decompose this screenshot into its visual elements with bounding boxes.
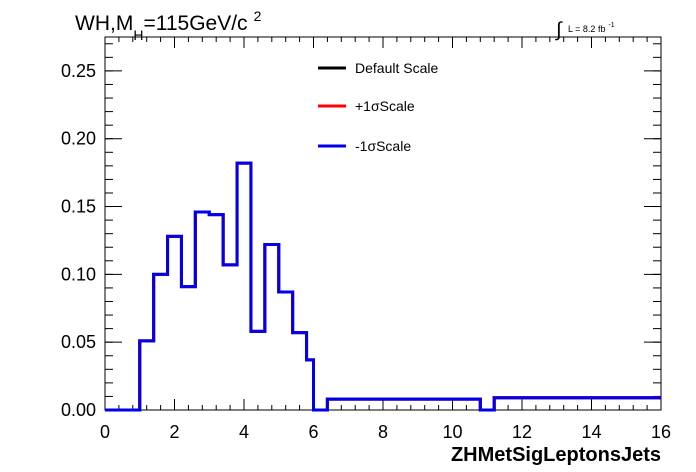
title-prefix: WH,M — [75, 12, 133, 35]
legend-label: -1σScale — [355, 138, 411, 154]
x-tick-label: 4 — [239, 422, 249, 442]
lumi-integral: ∫ — [555, 19, 563, 41]
x-axis-label: ZHMetSigLeptonsJets — [451, 444, 661, 466]
x-tick-label: 12 — [512, 422, 532, 442]
y-tick-label: 0.15 — [61, 197, 96, 217]
y-tick-label: 0.00 — [61, 400, 96, 420]
legend-label: +1σScale — [355, 98, 415, 114]
x-tick-label: 2 — [169, 422, 179, 442]
lumi-superscript: -1 — [608, 22, 614, 29]
y-axis: 0.00 0.05 0.10 0.15 0.20 0.25 — [61, 43, 661, 420]
x-tick-label: 6 — [308, 422, 318, 442]
x-tick-label: 14 — [581, 422, 601, 442]
plot-frame — [104, 36, 662, 411]
plot-title: WH,MH=115GeV/c 2 — [75, 8, 262, 43]
series-line-2 — [105, 161, 661, 412]
title-superscript: 2 — [254, 8, 262, 24]
y-tick-label: 0.25 — [61, 61, 96, 81]
x-axis: 0 2 4 6 8 10 12 14 16 — [100, 37, 671, 442]
x-tick-label: 16 — [651, 422, 671, 442]
legend: Default Scale +1σScale -1σScale — [318, 60, 438, 154]
legend-label: Default Scale — [355, 60, 438, 76]
y-tick-label: 0.20 — [61, 129, 96, 149]
lumi-text: L = 8.2 fb — [568, 24, 605, 34]
lumi-label: L = 8.2 fb -1 — [568, 22, 615, 34]
x-tick-label: 10 — [442, 422, 462, 442]
title-value: =115GeV/c — [143, 12, 247, 35]
y-tick-label: 0.05 — [61, 332, 96, 352]
title-subscript: H — [133, 27, 143, 43]
series-group — [105, 161, 661, 412]
y-tick-label: 0.10 — [61, 264, 96, 284]
x-tick-label: 0 — [100, 422, 110, 442]
x-tick-label: 8 — [378, 422, 388, 442]
